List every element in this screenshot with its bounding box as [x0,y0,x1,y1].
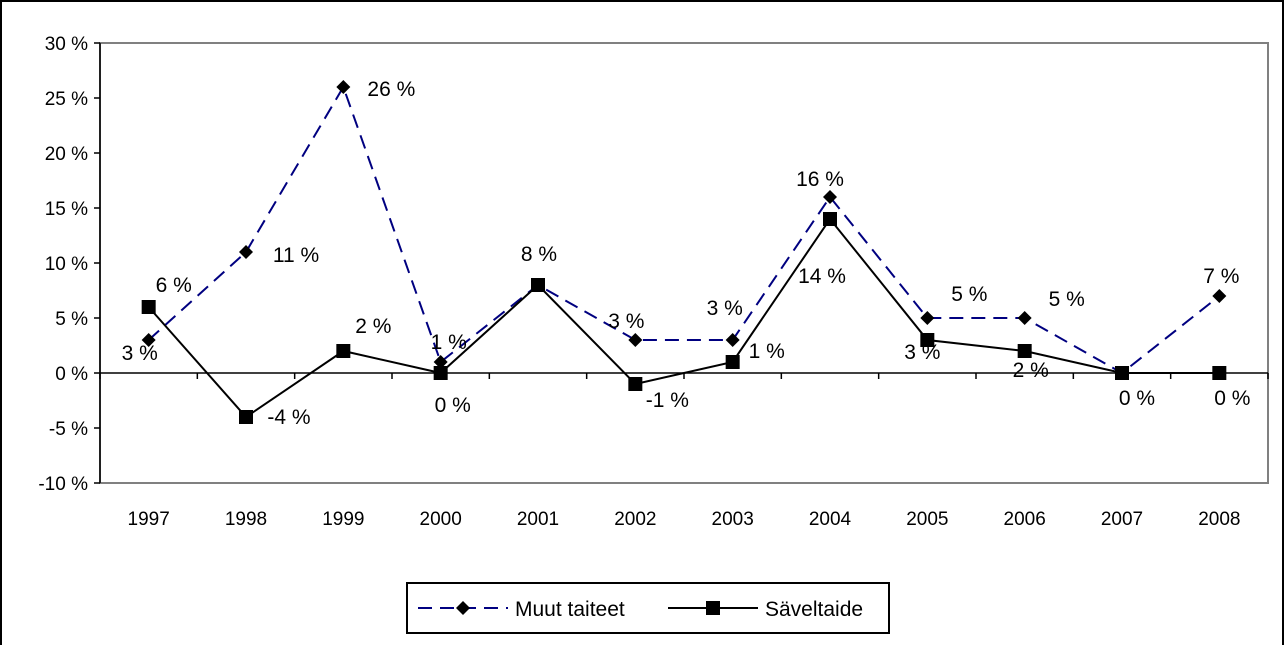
y-tick-label: 20 % [45,144,88,165]
data-point-muut-taiteet [531,278,545,292]
y-tick-label: 5 % [55,309,88,330]
data-point-muut-taiteet [141,333,156,347]
data-label-muut-taiteet: 5 % [1049,288,1085,311]
x-tick-label: 2001 [517,509,559,530]
data-point-muut-taiteet [823,190,837,204]
data-point-muut-taiteet [239,245,253,259]
x-axis: 1997 1998 1999 2000 2001 2002 2003 2004 2005 2006… [99,372,1269,530]
data-label-saveltaide: 0 % [435,394,471,417]
data-point-muut-taiteet [725,333,740,347]
y-tick-label: 15 % [45,199,88,220]
data-label-muut-taiteet: 3 % [608,310,644,333]
legend-label-saveltaide: Säveltaide [765,598,863,621]
data-point-saveltaide [141,300,156,314]
data-point-muut-taiteet [920,311,935,325]
data-point-saveltaide [823,212,837,226]
x-tick-label: 1998 [225,509,267,530]
data-label-muut-taiteet: 16 % [796,168,844,191]
x-tick-label: 2007 [1101,509,1143,530]
data-point-muut-taiteet [1115,366,1129,380]
data-point-muut-taiteet [1017,311,1032,325]
legend-marker-diamond-icon [456,601,470,615]
x-tick-label: 2008 [1198,509,1240,530]
data-label-muut-taiteet: 7 % [1203,265,1239,288]
data-point-muut-taiteet [628,333,643,347]
data-point-saveltaide [1017,344,1032,358]
x-tick-label: 2005 [906,509,948,530]
data-point-saveltaide [725,355,740,369]
data-label-muut-taiteet: 3 % [707,297,743,320]
data-label-saveltaide: 3 % [904,341,940,364]
x-tick-label: 2003 [712,509,754,530]
data-label-muut-taiteet: 1 % [431,331,467,354]
data-label-saveltaide: 2 % [355,315,391,338]
data-point-saveltaide [628,377,643,391]
x-tick-label: 1999 [322,509,364,530]
y-tick-label: -10 % [38,474,88,495]
x-tick-label: 2000 [420,509,462,530]
data-label-muut-taiteet: 26 % [367,78,415,101]
legend-label-muut-taiteet: Muut taiteet [515,598,625,621]
data-label-saveltaide: -4 % [267,406,310,429]
data-label-saveltaide: 6 % [156,274,192,297]
data-point-saveltaide [239,410,253,424]
data-point-muut-taiteet [433,355,448,369]
data-point-saveltaide [336,344,351,358]
data-label-muut-taiteet: 5 % [951,283,987,306]
data-label-saveltaide: 1 % [749,340,785,363]
series-layer [141,80,1227,424]
data-label-muut-taiteet: 3 % [122,342,158,365]
data-label-saveltaide: 0 % [1214,387,1250,410]
x-tick-label: 2006 [1004,509,1046,530]
legend: Muut taiteet Säveltaide [406,582,890,634]
legend-marker-square-icon [706,601,720,615]
data-label-layer: 3 % 11 % 26 % 1 % 8 % 3 % 3 % 16 % 5 % 5 % 7 % 6 % -… [122,78,1251,429]
x-tick-label: 2002 [614,509,656,530]
data-label-saveltaide: 0 % [1119,387,1155,410]
data-point-muut-taiteet [1212,289,1227,303]
data-point-saveltaide [920,333,935,347]
y-tick-label: 25 % [45,89,88,110]
data-label-saveltaide: 14 % [798,265,846,288]
y-axis: -10 % -5 % 0 % 5 % 10 % 15 % 20 % 25 % 30 % [38,34,101,495]
x-tick-label: 1997 [128,509,170,530]
data-label-muut-taiteet: 8 % [521,243,557,266]
y-tick-label: 30 % [45,34,88,55]
y-tick-label: 0 % [55,364,88,385]
data-label-muut-taiteet: 11 % [273,244,319,267]
y-tick-label: -5 % [49,419,88,440]
data-point-saveltaide [433,366,448,380]
data-label-saveltaide: 2 % [1013,359,1049,382]
data-point-muut-taiteet [336,80,351,94]
data-point-saveltaide [1212,366,1227,380]
series-line-muut-taiteet [147,84,1220,375]
x-tick-label: 2004 [809,509,852,530]
y-tick-label: 10 % [45,254,88,275]
data-label-saveltaide: -1 % [646,389,689,412]
series-line-saveltaide [147,217,1220,419]
